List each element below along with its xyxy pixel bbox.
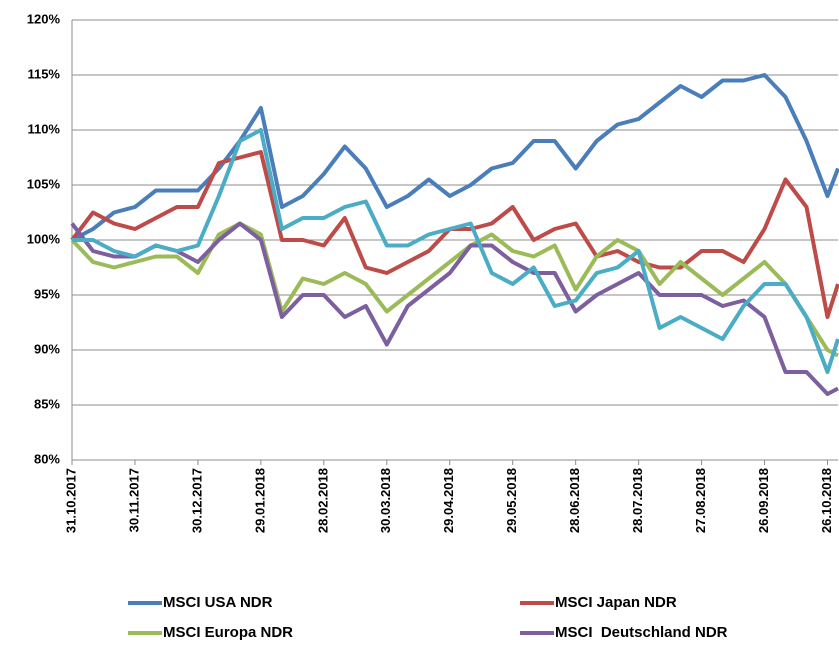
legend-text: MSCI USA NDR (163, 594, 273, 611)
series-line (70, 150, 839, 319)
y-tick-label: 110% (27, 121, 60, 136)
x-tick-label: 26.10.2018 (819, 468, 834, 533)
legend-text: MSCI Europa NDR (163, 624, 293, 641)
series-line (71, 73, 839, 242)
x-tick-label: 29.01.2018 (252, 468, 267, 533)
y-tick-label: 115% (27, 66, 60, 81)
x-tick-label: 26.09.2018 (756, 468, 771, 533)
y-tick-label: 90% (34, 341, 60, 356)
y-tick-label: 120% (27, 11, 61, 26)
y-tick-label: 80% (34, 451, 60, 466)
x-tick-label: 31.10.2017 (63, 468, 78, 533)
legend-text: MSCI Japan NDR (555, 594, 677, 611)
series-line (70, 221, 839, 396)
y-tick-label: 100% (27, 231, 61, 246)
series-line (70, 221, 839, 358)
legend-text: MSCI Deutschland NDR (555, 624, 728, 641)
y-tick-label: 95% (34, 286, 60, 301)
x-tick-label: 28.07.2018 (630, 468, 645, 533)
series-line (72, 128, 839, 374)
x-tick-label: 29.05.2018 (504, 468, 519, 533)
x-tick-label: 27.08.2018 (693, 468, 708, 533)
x-tick-label: 30.11.2017 (126, 468, 141, 532)
x-tick-label: 30.03.2018 (378, 468, 393, 533)
x-tick-label: 29.04.2018 (441, 468, 456, 533)
y-tick-label: 105% (27, 176, 61, 191)
x-tick-label: 28.02.2018 (315, 468, 330, 533)
y-tick-label: 85% (34, 396, 60, 411)
x-tick-label: 28.06.2018 (567, 468, 582, 533)
x-tick-label: 30.12.2017 (189, 468, 204, 533)
